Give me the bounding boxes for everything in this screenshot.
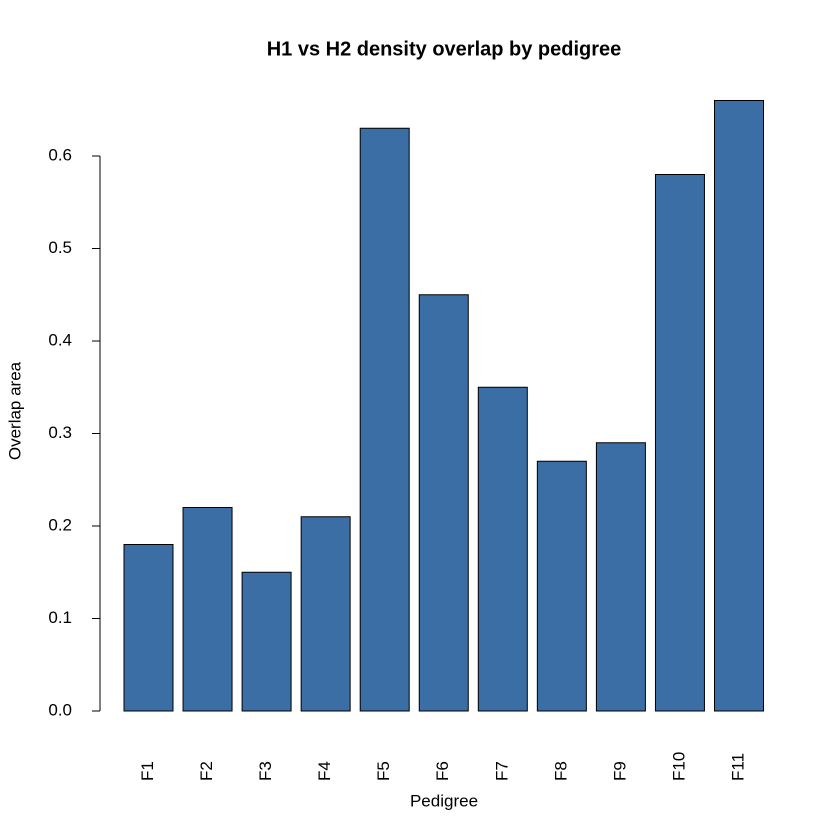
y-tick-label: 0.0 [48,700,72,719]
bar [241,571,292,712]
y-tick-label: 0.4 [48,330,72,349]
bar [654,174,705,712]
bar [595,442,646,712]
x-tick-label: F8 [551,761,570,781]
y-tick-label: 0.2 [48,515,72,534]
x-tick-label: F10 [669,752,688,781]
x-axis-label: Pedigree [410,791,478,810]
x-tick-label: F1 [138,761,157,781]
y-tick-label: 0.5 [48,238,72,257]
bar [714,100,764,712]
x-tick-label: F5 [374,761,393,781]
bar [477,386,528,712]
chart-title: H1 vs H2 density overlap by pedigree [267,38,622,60]
x-tick-label: F3 [256,761,275,781]
bar [182,507,233,712]
bar [536,460,587,712]
x-tick-label: F7 [492,761,511,781]
x-tick-label: F11 [728,753,747,781]
x-tick-label: F9 [610,761,629,781]
bar [418,294,469,712]
bar [123,544,174,712]
y-tick-label: 0.1 [48,608,72,627]
y-tick-label: 0.3 [48,423,72,442]
x-tick-label: F2 [197,761,216,781]
y-axis-label: Overlap area [5,361,24,460]
y-tick-label: 0.6 [48,145,72,164]
bar [300,516,351,712]
bar [359,127,410,712]
x-tick-label: F4 [315,761,334,781]
x-tick-label: F6 [433,761,452,781]
